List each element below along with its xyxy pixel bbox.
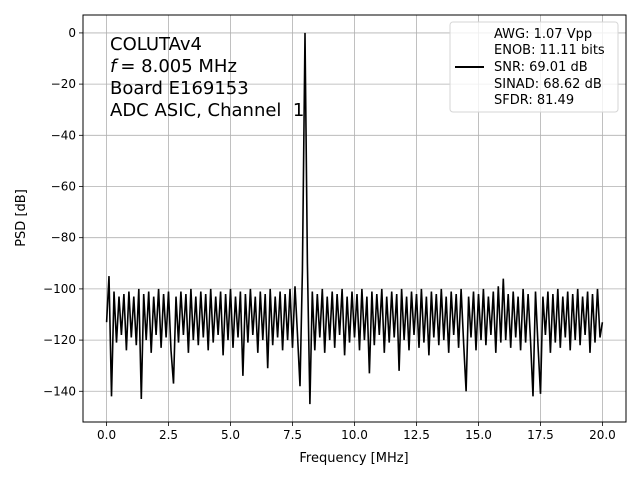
y-tick-label: −60 bbox=[51, 180, 76, 194]
y-tick-label: 0 bbox=[68, 26, 76, 40]
annotation-frequency: = 8.005 MHz bbox=[120, 56, 237, 77]
y-tick-label: −40 bbox=[51, 128, 76, 142]
x-tick-label: 10.0 bbox=[341, 428, 368, 442]
annotation-line-2: f = 8.005 MHz bbox=[110, 56, 237, 77]
legend: AWG: 1.07 Vpp ENOB: 11.11 bits SNR: 69.0… bbox=[449, 21, 619, 113]
x-tick-label: 5.0 bbox=[221, 428, 240, 442]
annotation-line-4: ADC ASIC, Channel 1 bbox=[110, 100, 304, 121]
data-line-group bbox=[105, 32, 604, 405]
y-tick-label: −100 bbox=[43, 282, 76, 296]
x-tick-label: 2.5 bbox=[159, 428, 178, 442]
annotation-text: COLUTAv4 f = 8.005 MHz Board E169153 ADC … bbox=[110, 34, 304, 121]
legend-snr: SNR: 69.01 dB bbox=[494, 60, 588, 75]
legend-box bbox=[449, 21, 619, 113]
annotation-line-1: COLUTAv4 bbox=[110, 34, 202, 55]
annotation-f-symbol: f bbox=[110, 56, 119, 77]
x-tick-label: 20.0 bbox=[589, 428, 616, 442]
y-tick-label: −140 bbox=[43, 384, 76, 398]
psd-series-line bbox=[105, 32, 604, 405]
x-axis-label: Frequency [MHz] bbox=[299, 451, 408, 466]
plot-frame bbox=[82, 14, 627, 423]
x-tick-label: 17.5 bbox=[527, 428, 554, 442]
y-tick-label: −120 bbox=[43, 333, 76, 347]
ticks: 0.0 2.5 5.0 7.5 10.0 12.5 15.0 17.5 20.0 0 −20 −40 −… bbox=[43, 26, 616, 442]
annotation-line-3: Board E169153 bbox=[110, 78, 249, 99]
legend-sinad: SINAD: 68.62 dB bbox=[494, 77, 602, 92]
x-tick-label: 0.0 bbox=[97, 428, 116, 442]
y-tick-label: −80 bbox=[51, 231, 76, 245]
legend-enob: ENOB: 11.11 bits bbox=[494, 43, 605, 58]
x-tick-label: 7.5 bbox=[283, 428, 302, 442]
legend-sfdr: SFDR: 81.49 bbox=[494, 93, 574, 108]
y-axis-label: PSD [dB] bbox=[14, 189, 29, 247]
legend-awg: AWG: 1.07 Vpp bbox=[494, 27, 592, 42]
x-tick-label: 12.5 bbox=[403, 428, 430, 442]
x-tick-label: 15.0 bbox=[465, 428, 492, 442]
y-tick-label: −20 bbox=[51, 77, 76, 91]
